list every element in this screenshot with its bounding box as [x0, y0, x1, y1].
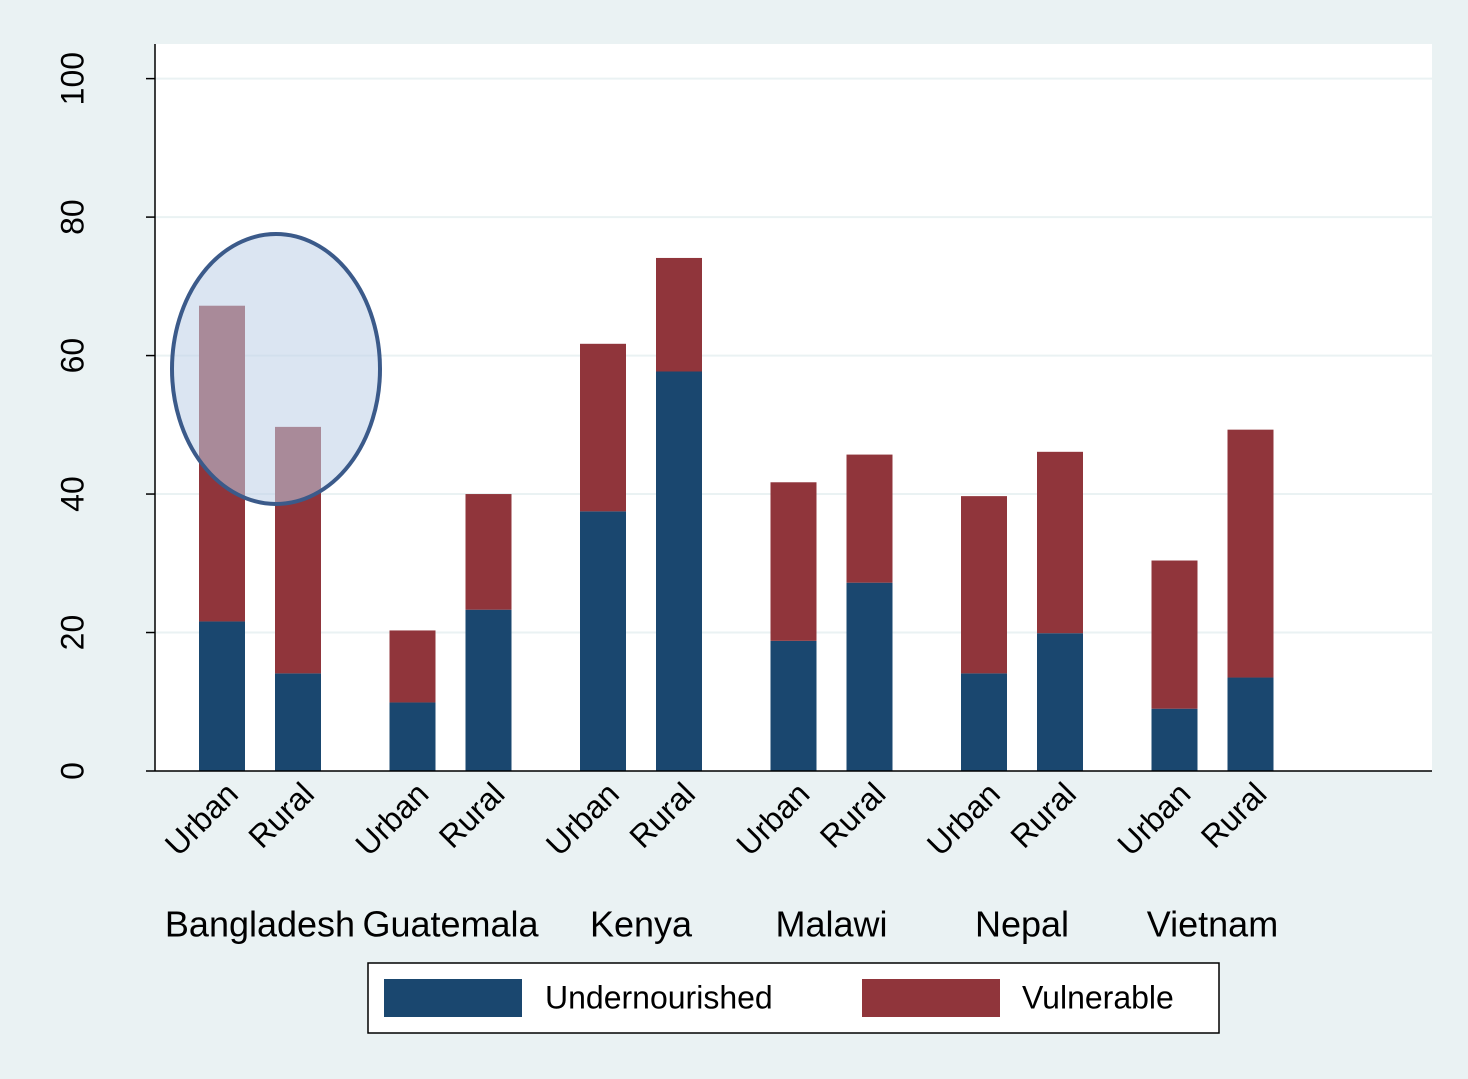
y-tick-label: 60	[54, 338, 90, 374]
bar-segment	[389, 702, 436, 771]
bar-segment	[846, 582, 893, 771]
bar-segment	[770, 640, 817, 771]
legend-label: Undernourished	[545, 979, 773, 1015]
legend-label: Vulnerable	[1022, 979, 1174, 1015]
bar-segment	[199, 621, 245, 771]
bar-segment	[580, 511, 626, 771]
group-label: Nepal	[975, 904, 1069, 945]
group-label: Kenya	[590, 904, 693, 945]
bar-segment	[580, 343, 626, 512]
bar-segment	[656, 371, 702, 771]
y-tick-label: 0	[54, 762, 90, 780]
bar-segment	[961, 673, 1007, 771]
bar-segment	[1151, 560, 1198, 709]
legend-swatch	[384, 979, 522, 1017]
bar-segment	[465, 494, 512, 610]
bar-segment	[656, 257, 702, 372]
y-tick-label: 80	[54, 199, 90, 235]
legend-swatch	[862, 979, 1000, 1017]
bar-segment	[846, 454, 893, 583]
bar-segment	[1227, 677, 1274, 771]
bar-segment	[1227, 429, 1274, 678]
bar-segment	[1037, 451, 1083, 634]
highlight-ellipse	[170, 232, 382, 506]
bar-segment	[961, 496, 1007, 674]
y-tick-label: 40	[54, 476, 90, 512]
y-tick-label: 20	[54, 615, 90, 651]
bar-segment	[770, 482, 817, 641]
group-label: Guatemala	[362, 904, 539, 945]
bar-segment	[389, 630, 436, 703]
bar-segment	[275, 673, 321, 771]
bar-segment	[1037, 633, 1083, 771]
group-label: Malawi	[775, 904, 887, 945]
y-tick-label: 100	[54, 52, 90, 105]
group-label: Vietnam	[1147, 904, 1278, 945]
bar-segment	[465, 609, 512, 771]
bar-segment	[1151, 708, 1198, 771]
group-label: Bangladesh	[165, 904, 355, 945]
